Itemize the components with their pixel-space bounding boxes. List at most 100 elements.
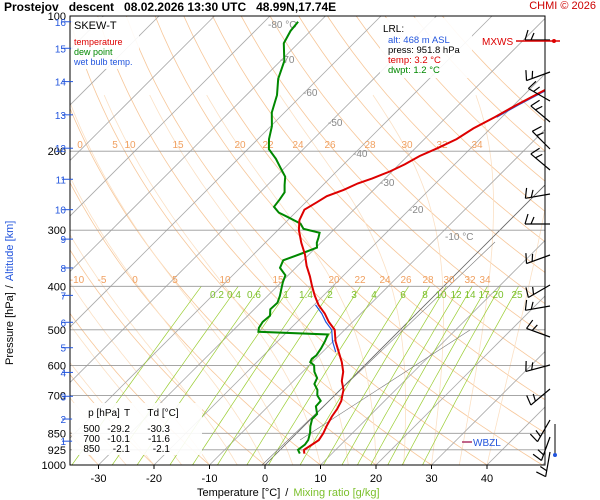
wind-barb (526, 319, 551, 338)
moist-adiabat (103, 94, 321, 465)
data-table-cell: 500 (83, 424, 100, 435)
wind-barb-flag (532, 453, 542, 461)
temp-tick-label: 30 (425, 473, 437, 485)
wbzl-label: WBZL (473, 438, 501, 449)
mixing-ratio-label: 0.4 (227, 290, 241, 301)
theta-label: 30 (443, 275, 455, 286)
copyright-label: CHMI © 2026 (529, 0, 596, 12)
wind-barb-shaft (525, 193, 551, 199)
pressure-tick-label: 600 (48, 360, 66, 372)
wind-barb-flag (531, 324, 538, 331)
wind-barb-flag (526, 395, 532, 406)
x-axis-temperature-label: Temperature [°C] (197, 487, 280, 499)
pressure-tick-label: 300 (48, 225, 66, 237)
wind-barb-flag (524, 299, 528, 311)
mixing-ratio-label: 14 (464, 290, 476, 301)
theta-label: 26 (324, 140, 336, 151)
wind-barb (531, 125, 551, 150)
plot-frame (69, 15, 546, 466)
theta-label: 22 (354, 275, 366, 286)
mixing-ratio-label: 1.4 (299, 290, 313, 301)
pressure-tick-label: 400 (48, 281, 66, 293)
altitude-tick-label: 8 (60, 264, 66, 275)
wind-barb-flag (532, 393, 537, 402)
pressure-tick-label: 850 (48, 428, 66, 440)
moist-adiabat (70, 234, 238, 465)
temp-tick-label: 40 (481, 473, 493, 485)
temp-tick-label: -30 (91, 473, 107, 485)
isotherm-label: -80 °C (268, 20, 296, 31)
mixing-ratio-label: 0.2 (210, 290, 224, 301)
isotherm (320, 239, 545, 465)
temperature-line (297, 88, 545, 454)
wind-barb-flag (539, 466, 548, 472)
dry-adiabat (355, 16, 545, 212)
theta-label: 28 (364, 140, 376, 151)
lrl-title: LRL: (383, 24, 404, 35)
surface-wind-dot (553, 453, 557, 457)
temp-tick-label: 10 (314, 473, 326, 485)
lrl-line: press: 951.8 hPa (388, 45, 461, 56)
wet-bulb-line (315, 304, 337, 353)
dry-adiabat (154, 16, 545, 434)
wind-barb-flag (530, 216, 535, 225)
isotherm-label: -30 (380, 178, 395, 189)
altitude-tick-label: 16 (55, 18, 67, 29)
wind-barb (524, 299, 551, 311)
y-axis-label: Pressure [hPa] / Altitude [km] (4, 221, 16, 365)
mixing-ratio-label: 12 (450, 290, 462, 301)
wind-barb-flag (530, 32, 535, 41)
data-table-header: T (124, 408, 130, 419)
wind-barb-flag (525, 287, 529, 298)
mxws-label: MXWS (482, 37, 513, 48)
altitude-tick-label: 6 (60, 318, 66, 329)
pressure-tick-label: 1000 (42, 460, 66, 472)
mixing-ratio-label: 8 (422, 290, 428, 301)
wind-barb-flag (537, 449, 544, 456)
altitude-tick-label: 4 (60, 368, 66, 379)
x-axis-label: Temperature [°C] / Mixing ratio [g/kg] (197, 487, 380, 499)
data-table: p [hPa] T Td [°C] 500 -29.2 -30.3 700 -10.1 -11.… (72, 403, 202, 455)
wind-barb-flag (530, 189, 534, 198)
theta-label: 5 (172, 275, 178, 286)
isotherm (98, 17, 545, 465)
isotherm-label: -60 (303, 88, 318, 99)
isotherm-label: -40 (353, 149, 368, 160)
wind-barb (525, 70, 551, 82)
wind-barb-flag (524, 213, 529, 225)
pressure-tick-label: 200 (48, 146, 66, 158)
isotherm-label: -10 °C (445, 232, 473, 243)
legend-item: dew point (74, 47, 113, 57)
theta-label: 0 (132, 275, 138, 286)
wind-barb (526, 388, 551, 406)
data-table-cell: 700 (83, 434, 100, 445)
wind-barbs (524, 29, 557, 478)
chart-title: Prostejov descent 08.02.2026 13:30 UTC 4… (4, 0, 337, 14)
lrl-line: dwpt: 1.2 °C (388, 65, 440, 76)
pressure-tick-label: 700 (48, 390, 66, 402)
altitude-tick-label: 10 (55, 206, 67, 217)
isotherm-label: -20 (409, 205, 424, 216)
altitude-tick-label: 5 (60, 344, 66, 355)
mixing-ratio-label: 3 (351, 290, 357, 301)
wind-barb-shaft (536, 419, 551, 442)
mixing-ratio-label: 25 (511, 290, 523, 301)
isotherm-label: -50 (328, 118, 343, 129)
wind-barb-shaft (526, 254, 551, 265)
wind-barb-flag (525, 253, 528, 264)
moist-adiabat (70, 101, 294, 465)
mixing-ratio-label: 10 (435, 290, 447, 301)
wind-barb-flag (535, 429, 541, 437)
moist-adiabat (70, 176, 266, 465)
altitude-tick-label: 12 (55, 144, 67, 155)
wind-barb-shaft (525, 364, 551, 373)
x-axis-mixing-ratio-label: Mixing ratio [g/kg] (293, 487, 379, 499)
wind-barb-shaft (545, 451, 551, 477)
altitude-tick-label: 1 (60, 437, 66, 448)
wind-barb-flag (527, 80, 537, 89)
wind-barb-flag (524, 187, 528, 199)
theta-label: 28 (422, 275, 434, 286)
theta-label: 20 (234, 140, 246, 151)
moist-adiabat (486, 207, 545, 465)
